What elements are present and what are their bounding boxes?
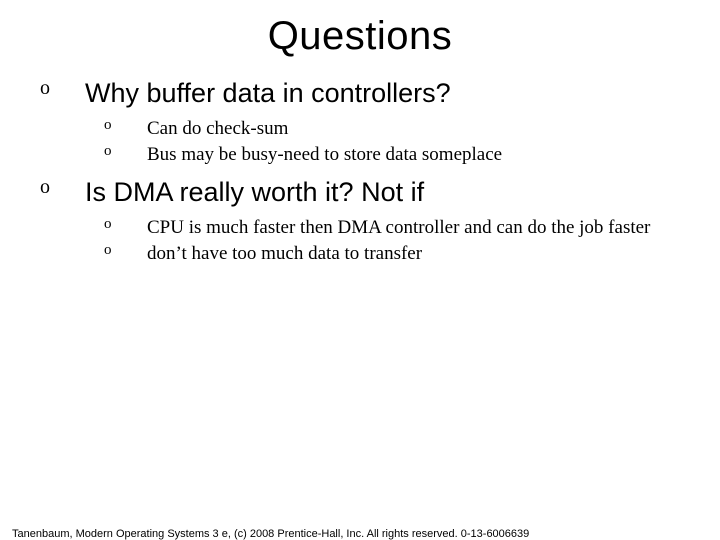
footer-text: Tanenbaum, Modern Operating Systems 3 e,…: [12, 528, 529, 540]
slide-title: Questions: [0, 14, 720, 59]
list-item-text: don’t have too much data to transfer: [147, 242, 422, 266]
bullet-icon: o: [30, 176, 85, 199]
list-item: o don’t have too much data to transfer: [102, 242, 700, 266]
list-item-text: Can do check-sum: [147, 117, 288, 141]
bullet-icon: o: [102, 216, 147, 233]
bullet-icon: o: [102, 242, 147, 259]
list-item: o Bus may be busy-need to store data som…: [102, 143, 700, 167]
list-item-text: Is DMA really worth it? Not if: [85, 176, 424, 210]
sublist: o CPU is much faster then DMA controller…: [102, 216, 700, 266]
list-item: o Why buffer data in controllers?: [30, 77, 700, 111]
slide-content: o Why buffer data in controllers? o Can …: [0, 77, 720, 266]
bullet-icon: o: [102, 143, 147, 160]
list-item: o Can do check-sum: [102, 117, 700, 141]
list-item-text: CPU is much faster then DMA controller a…: [147, 216, 650, 240]
list-item-text: Bus may be busy-need to store data somep…: [147, 143, 502, 167]
list-item: o CPU is much faster then DMA controller…: [102, 216, 700, 240]
slide: Questions o Why buffer data in controlle…: [0, 14, 720, 540]
bullet-icon: o: [102, 117, 147, 134]
sublist: o Can do check-sum o Bus may be busy-nee…: [102, 117, 700, 167]
bullet-icon: o: [30, 77, 85, 100]
list-item-text: Why buffer data in controllers?: [85, 77, 451, 111]
list-item: o Is DMA really worth it? Not if: [30, 176, 700, 210]
